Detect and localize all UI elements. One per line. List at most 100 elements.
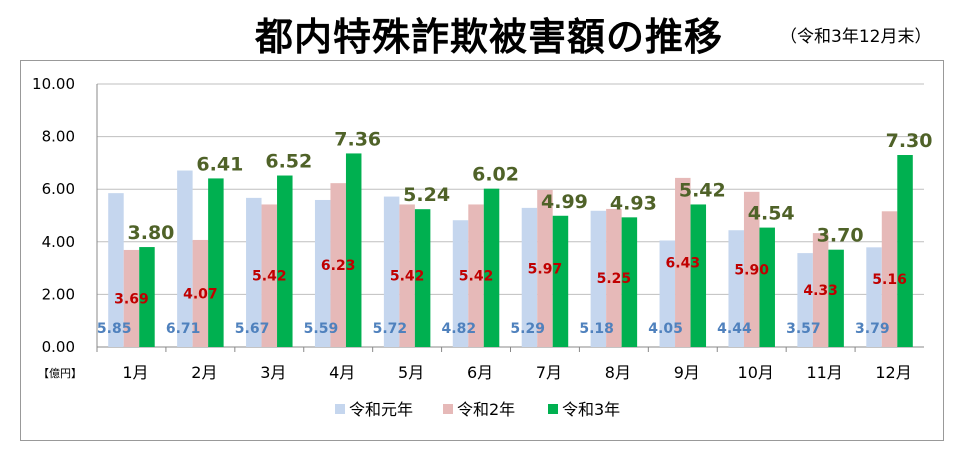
data-label: 4.99 xyxy=(541,191,588,213)
data-label: 6.23 xyxy=(321,258,356,274)
data-label: 5.42 xyxy=(459,269,494,285)
data-label: 3.69 xyxy=(114,291,149,307)
data-label: 5.18 xyxy=(579,321,614,337)
data-label: 5.25 xyxy=(597,271,632,287)
data-label: 7.36 xyxy=(334,128,381,150)
data-label: 4.07 xyxy=(183,286,218,302)
y-tick-label: 2.00 xyxy=(42,285,75,303)
bar-3 xyxy=(345,153,362,347)
y-tick-label: 4.00 xyxy=(42,233,75,251)
data-label: 4.05 xyxy=(648,321,683,337)
bar-1 xyxy=(246,197,262,347)
legend-swatch xyxy=(548,404,558,414)
bar-3 xyxy=(828,249,844,347)
x-tick-label: 8月 xyxy=(605,363,631,382)
data-label: 4.33 xyxy=(803,283,838,299)
bar-2 xyxy=(537,189,553,347)
data-label: 5.29 xyxy=(510,321,545,337)
data-label: 7.30 xyxy=(886,130,933,152)
chart-title: 都内特殊詐欺被害額の推移 xyxy=(255,15,724,59)
x-tick-label: 2月 xyxy=(191,363,217,382)
bar-1 xyxy=(314,199,331,347)
data-label: 5.42 xyxy=(252,269,287,285)
legend-label: 令和元年 xyxy=(349,400,413,419)
data-label: 3.80 xyxy=(128,222,175,244)
y-tick-label: 6.00 xyxy=(42,180,75,198)
data-label: 6.52 xyxy=(265,151,312,173)
data-label: 6.43 xyxy=(666,255,701,271)
x-tick-label: 9月 xyxy=(674,363,700,382)
bar-2 xyxy=(675,177,691,347)
bar-3 xyxy=(759,227,775,347)
bar-1 xyxy=(728,230,744,347)
x-tick-label: 12月 xyxy=(875,363,911,382)
bar-2 xyxy=(881,211,898,347)
bar-3 xyxy=(208,178,224,347)
bar-2 xyxy=(399,204,415,347)
bar-3 xyxy=(139,247,155,347)
legend-swatch xyxy=(335,404,345,414)
bar-1 xyxy=(383,196,400,347)
data-label: 4.44 xyxy=(717,321,752,337)
bar-1 xyxy=(866,247,882,347)
data-label: 4.82 xyxy=(442,321,477,337)
x-tick-label: 11月 xyxy=(806,363,842,382)
bar-1 xyxy=(590,210,607,347)
x-tick-label: 4月 xyxy=(329,363,355,382)
bar-3 xyxy=(483,188,500,347)
x-tick-label: 5月 xyxy=(398,363,424,382)
bar-3 xyxy=(897,155,913,347)
data-label: 5.59 xyxy=(304,321,339,337)
unit-label: 【億円】 xyxy=(38,367,82,380)
data-label: 3.57 xyxy=(786,321,821,337)
bar-2 xyxy=(261,204,278,347)
data-label: 5.85 xyxy=(97,321,132,337)
y-tick-label: 8.00 xyxy=(42,128,75,146)
data-label: 4.93 xyxy=(610,192,657,214)
legend-label: 令和2年 xyxy=(457,400,515,419)
data-label: 5.24 xyxy=(403,184,450,206)
bar-3 xyxy=(277,175,293,347)
bar-1 xyxy=(521,207,538,347)
bar-2 xyxy=(192,239,209,347)
bar-2 xyxy=(812,233,829,347)
y-tick-label: 10.00 xyxy=(32,75,75,93)
bar-1 xyxy=(108,193,124,347)
chart-frame xyxy=(20,60,944,441)
data-label: 6.71 xyxy=(166,321,201,337)
y-tick-label: 0.00 xyxy=(42,338,75,356)
legend-swatch xyxy=(443,404,453,414)
bar-2 xyxy=(330,183,346,347)
bar-3 xyxy=(414,209,431,347)
chart-subtitle: （令和3年12月末） xyxy=(780,27,932,47)
bar-3 xyxy=(552,215,569,347)
bar-1 xyxy=(797,253,813,347)
data-label: 5.42 xyxy=(390,269,425,285)
data-label: 6.41 xyxy=(196,153,243,175)
legend-label: 令和3年 xyxy=(562,400,620,419)
bar-2 xyxy=(468,204,484,347)
x-tick-label: 6月 xyxy=(467,363,493,382)
bar-1 xyxy=(452,220,469,347)
bar-3 xyxy=(621,217,638,347)
data-label: 5.42 xyxy=(679,179,726,201)
data-label: 5.90 xyxy=(734,262,769,278)
bar-2 xyxy=(606,208,622,347)
data-label: 3.79 xyxy=(855,321,890,337)
data-label: 6.02 xyxy=(472,164,519,186)
bar-2 xyxy=(123,249,140,347)
data-label: 3.70 xyxy=(817,225,864,247)
bar-3 xyxy=(690,204,707,347)
data-label: 5.16 xyxy=(872,272,907,288)
x-tick-label: 1月 xyxy=(122,363,148,382)
bar-2 xyxy=(743,191,760,347)
data-label: 5.67 xyxy=(235,321,270,337)
bar-1 xyxy=(659,240,676,347)
x-tick-label: 3月 xyxy=(260,363,286,382)
bar-1 xyxy=(177,170,193,347)
x-tick-label: 7月 xyxy=(536,363,562,382)
data-label: 5.97 xyxy=(528,261,563,277)
data-label: 4.54 xyxy=(748,203,795,225)
x-tick-label: 10月 xyxy=(738,363,774,382)
